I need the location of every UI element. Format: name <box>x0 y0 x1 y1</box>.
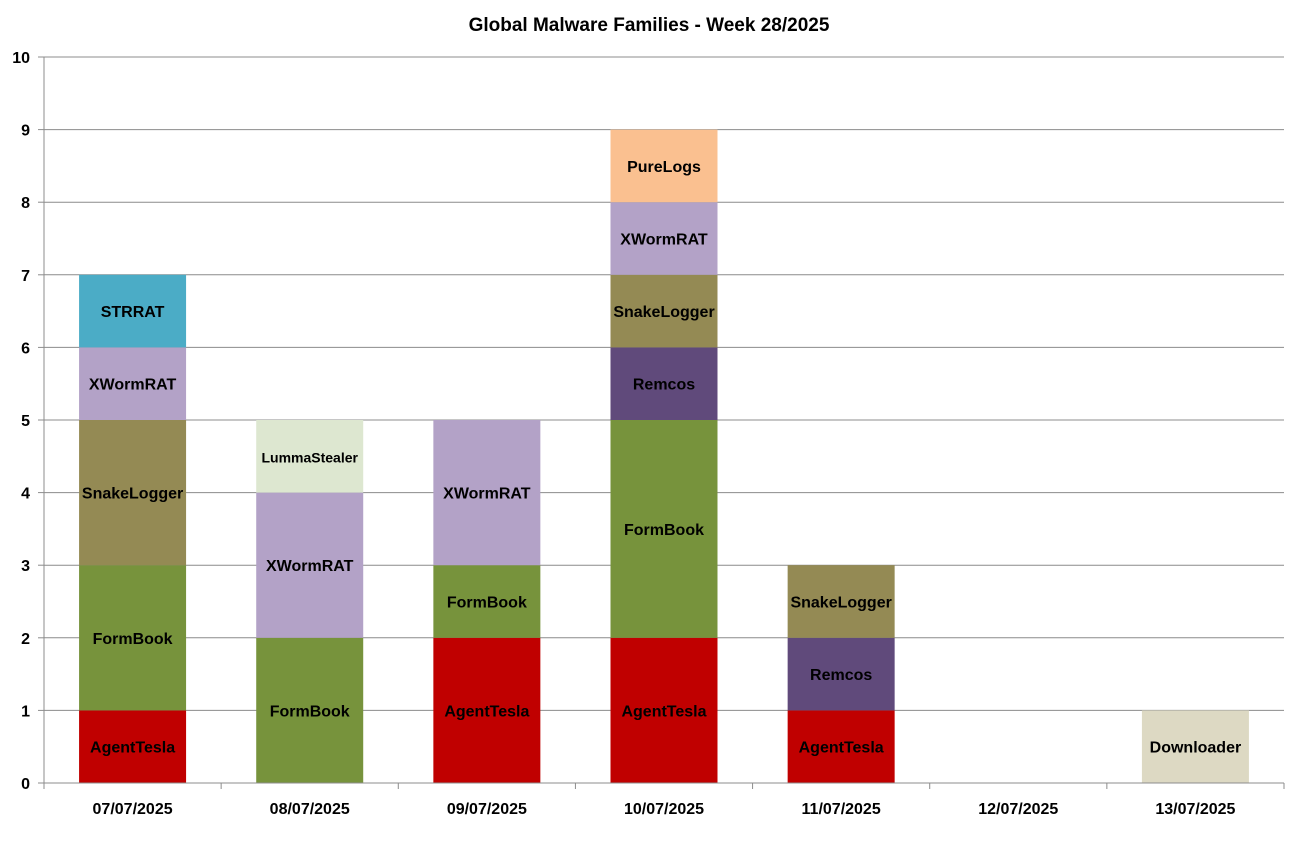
bar-segment-label: XWormRAT <box>89 377 177 394</box>
bar-segment-label: AgentTesla <box>90 740 175 757</box>
x-tick-label: 11/07/2025 <box>802 801 881 818</box>
bar-segment <box>610 347 718 420</box>
bar-segment-label: XWormRAT <box>266 558 354 575</box>
bar-stacks: AgentTesla FormBook SnakeLogger XWormRAT STR… <box>79 129 1249 783</box>
bar-segment-label: SnakeLogger <box>790 595 891 612</box>
bar-segment <box>256 637 364 783</box>
bar-segment-label: AgentTesla <box>799 740 884 757</box>
y-tick-label: 5 <box>21 413 30 430</box>
bar-segment-label: AgentTesla <box>444 703 529 720</box>
bar-segment <box>787 710 895 783</box>
y-axis-ticks: 0 1 2 3 4 5 6 7 8 9 10 <box>12 50 44 793</box>
bar-segment <box>1141 710 1249 783</box>
bar-segment <box>787 637 895 711</box>
bar-segment <box>79 420 187 566</box>
bar-segment-label: STRRAT <box>101 304 165 321</box>
bar-segment-label: LummaStealer <box>261 449 358 465</box>
bar-segment-label: Remcos <box>633 377 695 394</box>
y-tick-label: 1 <box>21 703 30 720</box>
bar-segment <box>433 637 541 783</box>
y-tick-label: 8 <box>21 195 30 212</box>
x-tick-label: 12/07/2025 <box>978 801 1058 818</box>
bar-stack: AgentTesla Remcos SnakeLogger <box>787 565 895 783</box>
bar-segment <box>256 420 364 493</box>
bar-segment <box>79 565 187 711</box>
bar-segment-label: FormBook <box>447 595 527 612</box>
x-tick-label: 08/07/2025 <box>270 801 350 818</box>
bar-segment <box>610 274 718 348</box>
bar-segment-label: FormBook <box>270 703 350 720</box>
y-tick-label: 9 <box>21 123 30 140</box>
bar-stack: AgentTesla FormBook XWormRAT <box>433 420 541 783</box>
bar-stack: AgentTesla FormBook Remcos SnakeLogger XWorm… <box>610 129 718 783</box>
bar-segment-label: SnakeLogger <box>613 304 714 321</box>
chart-title: Global Malware Families - Week 28/2025 <box>469 15 830 36</box>
bar-segment <box>610 129 718 203</box>
y-tick-label: 6 <box>21 340 30 357</box>
y-tick-label: 7 <box>21 268 30 285</box>
bar-segment-label: Downloader <box>1150 740 1242 757</box>
bar-segment-label: SnakeLogger <box>82 486 183 503</box>
x-axis-ticks: 07/07/2025 08/07/2025 09/07/2025 10/07/2025… <box>43 783 1285 818</box>
bar-stack: AgentTesla FormBook SnakeLogger XWormRAT STR… <box>79 274 187 783</box>
y-tick-label: 10 <box>12 50 30 67</box>
bar-segment <box>610 202 718 275</box>
bar-segment <box>256 492 364 638</box>
x-tick-label: 07/07/2025 <box>93 801 173 818</box>
bar-segment <box>433 420 541 566</box>
bar-segment-label: XWormRAT <box>443 486 531 503</box>
y-tick-label: 0 <box>21 776 30 793</box>
y-tick-label: 2 <box>21 631 30 648</box>
bar-segment-label: FormBook <box>624 522 704 539</box>
bar-segment <box>787 565 895 638</box>
bar-segment-label: FormBook <box>93 631 173 648</box>
bar-segment-label: AgentTesla <box>621 703 706 720</box>
bar-segment <box>79 347 187 420</box>
x-tick-label: 09/07/2025 <box>447 801 527 818</box>
bar-segment <box>79 274 187 348</box>
bar-segment <box>433 565 541 638</box>
y-tick-label: 3 <box>21 558 30 575</box>
bar-segment <box>610 420 718 638</box>
bar-stack: FormBook XWormRAT LummaStealer <box>256 420 364 783</box>
bar-segment-label: XWormRAT <box>620 232 708 249</box>
x-tick-label: 13/07/2025 <box>1155 801 1235 818</box>
bar-segment-label: PureLogs <box>627 159 701 176</box>
bar-segment <box>79 710 187 783</box>
bar-stack: Downloader <box>1141 710 1249 783</box>
x-tick-label: 10/07/2025 <box>624 801 704 818</box>
y-tick-label: 4 <box>21 486 30 503</box>
bar-segment-label: Remcos <box>810 667 872 684</box>
bar-segment <box>610 637 718 783</box>
